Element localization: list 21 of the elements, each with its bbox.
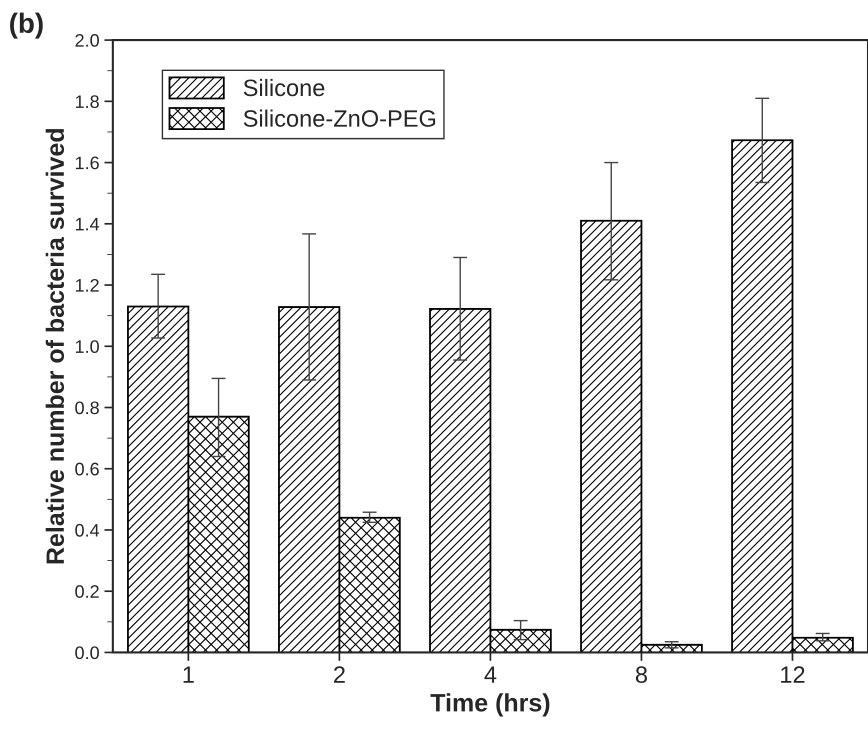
x-tick-label: 1	[184, 666, 194, 683]
y-tick-label: 1.0	[76, 340, 99, 353]
x-tick-label: 8	[636, 666, 647, 683]
y-tick-label: 0.8	[75, 401, 99, 414]
y-tick-label: 0.6	[75, 462, 99, 476]
x-tick-label: 4	[484, 666, 496, 683]
chart-title: (b)	[10, 12, 43, 39]
y-tick-label: 0.4	[75, 524, 100, 537]
y-tick-label: 0.0	[75, 646, 99, 660]
y-tick-label: 2.0	[75, 34, 99, 47]
legend-label: Silicone	[244, 78, 324, 96]
x-tick-label: 12	[781, 666, 804, 683]
y-axis-title: Relative number of bacteria survived	[46, 129, 64, 564]
y-tick-label: 1.8	[76, 95, 99, 108]
x-tick-label: 2	[334, 666, 345, 683]
y-tick-label: 1.4	[76, 218, 100, 230]
y-tick-label: 1.6	[76, 156, 99, 170]
y-tick-label: 1.2	[76, 278, 99, 292]
x-axis-title: Time (hrs)	[430, 693, 550, 717]
y-tick-label: 0.2	[75, 585, 99, 598]
legend-label: Silicone-ZnO-PEG	[244, 110, 436, 127]
